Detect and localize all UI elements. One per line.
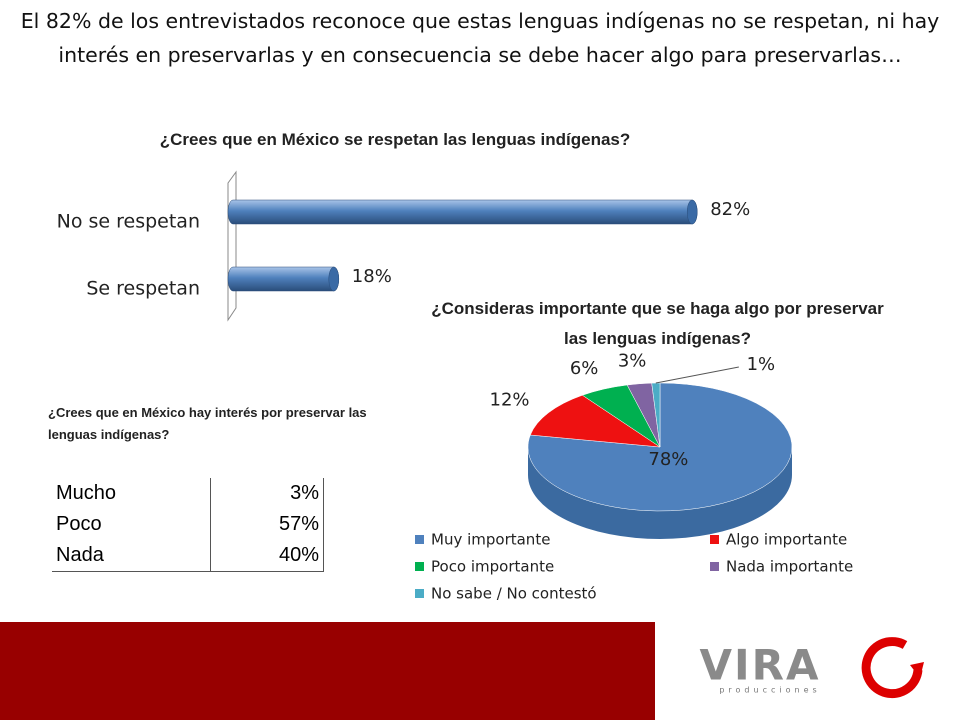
legend-swatch — [415, 535, 424, 544]
legend-swatch — [710, 535, 719, 544]
table-cell: Poco — [56, 513, 102, 535]
value-label: 3% — [618, 351, 647, 372]
footer-band — [0, 622, 655, 720]
legend-swatch — [415, 562, 424, 571]
value-label: 78% — [648, 449, 688, 470]
bar-title: ¿Crees que en México se respetan las len… — [159, 130, 631, 149]
legend-label: Muy importante — [431, 531, 550, 549]
logo-name: VIRA — [700, 641, 821, 690]
value-label: 82% — [710, 199, 750, 220]
table-cell: Nada — [52, 540, 211, 572]
bar — [227, 199, 698, 225]
pie-slice — [529, 394, 661, 448]
slide-title: El 82% de los entrevistados reconoce que… — [20, 9, 940, 67]
value-label: 12% — [490, 390, 530, 411]
value-label: 6% — [570, 358, 599, 379]
pie-title: ¿Consideras importante que se haga algo … — [431, 299, 884, 348]
table-cell: 3% — [209, 478, 324, 509]
logo: VIRA producciones — [700, 637, 924, 699]
legend-swatch — [415, 589, 424, 598]
table-cell: Mucho — [56, 482, 117, 504]
bar-end — [686, 199, 698, 225]
table-cell: 40% — [209, 540, 324, 572]
table-row: Poco 57% — [52, 509, 324, 540]
value-label: 18% — [352, 266, 392, 287]
legend-label: Algo importante — [726, 531, 847, 549]
table-row: Mucho 3% — [52, 478, 324, 509]
value-label: 1% — [747, 354, 776, 375]
legend-label: Nada importante — [726, 558, 853, 576]
category-label: Se respetan — [86, 278, 200, 300]
table-cell: 57% — [209, 509, 324, 540]
category-label: No se respetan — [57, 211, 200, 233]
table-row: Nada 40% — [52, 540, 324, 572]
leader-line — [655, 366, 739, 384]
bar — [227, 266, 340, 292]
chart-wall — [227, 170, 237, 322]
table: Mucho 3% Poco 57% Nada 40% — [52, 478, 324, 572]
pie-side — [528, 447, 792, 539]
legend-swatch — [710, 562, 719, 571]
table-title: ¿Crees que en México hay interés por pre… — [48, 405, 367, 442]
logo-arrow — [910, 662, 924, 678]
legend-label: Poco importante — [431, 558, 554, 576]
logo-mark — [861, 637, 923, 699]
logo-tagline: producciones — [719, 686, 820, 695]
bar-end — [328, 266, 340, 292]
legend-label: No sabe / No contestó — [431, 585, 597, 603]
